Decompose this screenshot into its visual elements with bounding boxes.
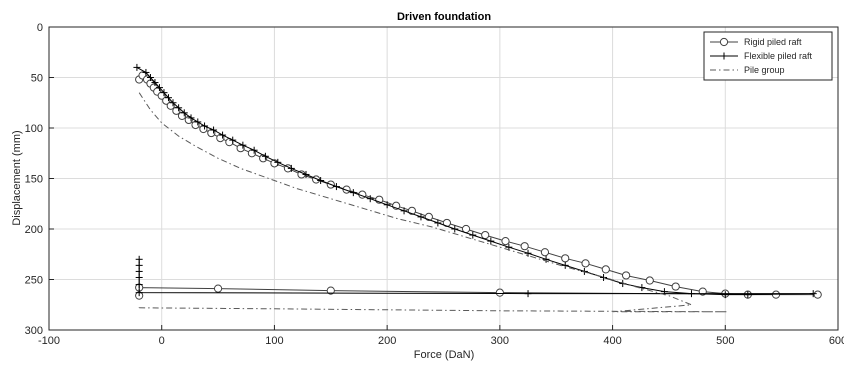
x-axis-label: Force (DaN) (414, 349, 475, 361)
data-point (142, 68, 150, 76)
data-point (287, 164, 295, 172)
data-point (194, 118, 202, 126)
data-point (169, 99, 177, 107)
chart-title: Driven foundation (397, 11, 491, 23)
data-point (481, 230, 490, 240)
legend-entry: Flexible piled raft (710, 51, 813, 61)
data-point (180, 109, 188, 117)
x-tick-label: 200 (378, 335, 396, 347)
data-point (326, 286, 335, 295)
legend-marker (719, 37, 729, 47)
y-tick-label: 50 (31, 73, 43, 85)
data-point (239, 141, 247, 149)
data-point (213, 284, 223, 293)
y-tick-label: 200 (25, 224, 43, 236)
data-point (744, 291, 752, 299)
x-tick-label: -100 (38, 335, 60, 347)
data-point (175, 104, 183, 112)
legend-entry: Rigid piled raft (710, 37, 802, 47)
series-pile-group (138, 92, 728, 313)
data-point (520, 242, 529, 251)
data-point (151, 79, 159, 87)
data-point (160, 89, 168, 97)
data-point (135, 261, 143, 269)
data-point (383, 201, 391, 209)
data-point (540, 248, 550, 257)
data-point (660, 288, 668, 296)
data-point (621, 271, 631, 280)
y-tick-label: 250 (25, 275, 43, 287)
data-point (813, 290, 822, 299)
x-tick-label: 500 (716, 335, 734, 347)
legend-entry: Pile group (710, 65, 785, 75)
data-point (366, 195, 374, 203)
x-tick-label: 400 (603, 335, 621, 347)
data-point (809, 290, 817, 298)
data-point (495, 288, 504, 297)
legend-label: Pile group (744, 65, 785, 75)
data-point (155, 84, 163, 92)
data-point (146, 74, 154, 81)
y-tick-label: 150 (25, 174, 43, 186)
data-point (229, 136, 237, 144)
data-point (135, 273, 143, 281)
data-point (210, 126, 218, 134)
series-flexible-piled-raft (133, 63, 817, 299)
data-point (135, 267, 143, 275)
data-point (501, 237, 510, 246)
x-tick-label: 0 (159, 335, 165, 347)
data-point (487, 237, 495, 245)
data-point (201, 122, 209, 130)
data-point (400, 207, 408, 215)
data-point (417, 213, 425, 221)
legend: Rigid piled raft Flexible piled raft Pile … (703, 31, 833, 81)
data-point (349, 189, 357, 197)
ticks-layer: -100 0 100 200 300 400 500 600 0 50 100 150 200 250 30… (25, 22, 844, 347)
x-tick-label: 100 (265, 335, 283, 347)
data-point (645, 276, 654, 285)
data-point (687, 290, 695, 298)
y-tick-label: 300 (25, 325, 43, 337)
data-point (164, 94, 172, 102)
legend-label: Rigid piled raft (744, 37, 802, 47)
data-point (317, 177, 325, 185)
data-point (135, 281, 143, 289)
data-point (135, 255, 143, 263)
x-tick-label: 600 (829, 335, 844, 347)
data-point (250, 146, 258, 154)
data-point (671, 282, 680, 291)
data-point (561, 261, 569, 269)
legend-label: Flexible piled raft (744, 51, 813, 61)
series-layer (133, 63, 822, 313)
data-point (219, 131, 227, 139)
data-point (600, 273, 608, 281)
data-point (332, 183, 340, 191)
data-point (135, 289, 143, 297)
data-point (581, 259, 590, 268)
data-point (601, 265, 610, 274)
data-point (561, 254, 570, 263)
data-point (580, 267, 588, 275)
data-point (342, 185, 351, 194)
data-point (542, 255, 550, 263)
data-point (524, 249, 532, 257)
data-point (434, 219, 442, 227)
series-line (138, 92, 728, 313)
data-point (274, 158, 282, 166)
x-tick-label: 300 (491, 335, 509, 347)
y-tick-label: 0 (37, 22, 43, 34)
legend-marker (720, 52, 728, 60)
data-point (451, 225, 459, 233)
data-point (469, 231, 477, 239)
data-point (524, 290, 532, 298)
data-point (133, 63, 141, 71)
y-tick-label: 100 (25, 123, 43, 135)
data-point (261, 152, 269, 160)
data-point (302, 170, 310, 178)
data-point (187, 114, 195, 122)
data-point (721, 291, 729, 299)
y-axis-label: Displacement (mm) (11, 130, 23, 225)
